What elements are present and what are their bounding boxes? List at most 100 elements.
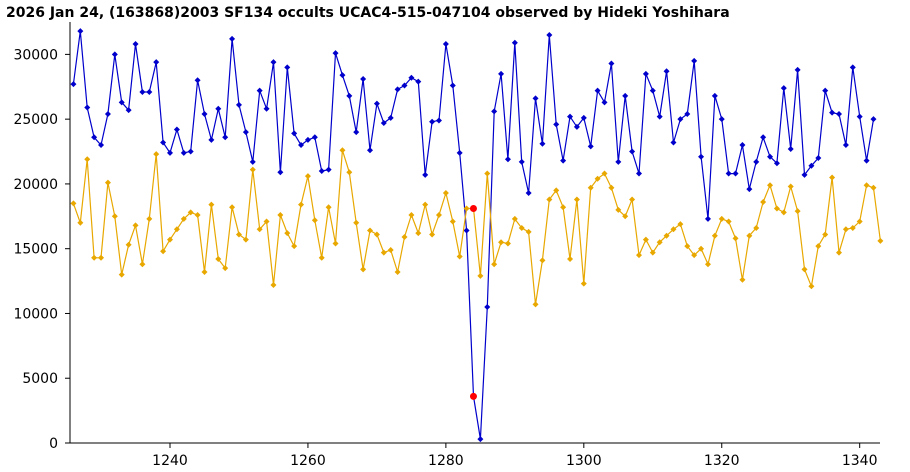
series-2-point — [622, 213, 629, 220]
series-2-point — [822, 231, 829, 238]
series-2-point — [256, 226, 263, 233]
series-1-point — [435, 117, 442, 124]
y-axis: 0 5000 10000 15000 20000 25000 30000 — [13, 22, 71, 452]
series-1-point — [194, 77, 201, 84]
series-1-point — [670, 139, 677, 146]
series-1-point — [298, 142, 305, 149]
series-1-point — [353, 129, 360, 136]
series-2-point — [698, 245, 705, 252]
series-1-point — [580, 114, 587, 121]
series-2-point — [291, 243, 298, 250]
series-2-point — [394, 269, 401, 276]
series-2-point — [691, 252, 698, 259]
series-2-point — [815, 243, 822, 250]
series-2-point — [442, 189, 449, 196]
series-2-point — [725, 218, 732, 225]
highlight-point — [469, 205, 477, 213]
series-2-point — [704, 261, 711, 268]
series-2-point — [325, 204, 332, 211]
series-1-point — [725, 170, 732, 177]
series-1-point — [346, 92, 353, 99]
series-1-point — [567, 113, 574, 120]
series-2-point — [332, 240, 339, 247]
highlight-point — [469, 392, 477, 400]
series-2-point — [829, 174, 836, 181]
series-2-point — [125, 241, 132, 248]
series-2-point — [753, 224, 760, 231]
series-2-point — [801, 266, 808, 273]
series-1-point — [339, 72, 346, 79]
series-2-point — [677, 221, 684, 228]
series-2-point — [429, 231, 436, 238]
series-1-point — [711, 92, 718, 99]
series-1-point — [235, 101, 242, 108]
series-1-point — [801, 171, 808, 178]
series-1-point — [718, 116, 725, 123]
series-1-point — [229, 35, 236, 42]
series-1-point — [787, 145, 794, 152]
series-layer — [70, 28, 884, 443]
series-1-point — [367, 147, 374, 154]
series-2-point — [615, 206, 622, 213]
series-1-point — [518, 158, 525, 165]
x-tick-label: 1300 — [566, 453, 602, 469]
series-2-point — [670, 226, 677, 233]
series-2-point — [780, 209, 787, 216]
series-1-point — [180, 149, 187, 156]
series-1-point — [401, 82, 408, 89]
series-2-point — [560, 204, 567, 211]
series-2-point — [601, 170, 608, 177]
series-1-point — [663, 68, 670, 75]
series-2-point — [387, 246, 394, 253]
series-2-point — [835, 249, 842, 256]
series-2-point — [401, 234, 408, 241]
series-2-point — [104, 179, 111, 186]
series-2-point — [629, 196, 636, 203]
series-1-point — [463, 227, 470, 234]
series-1-point — [187, 148, 194, 155]
series-2-point — [456, 253, 463, 260]
series-2-point — [318, 254, 325, 261]
series-2-point — [787, 183, 794, 190]
series-2-point — [767, 182, 774, 189]
series-2-point — [77, 219, 84, 226]
series-2-point — [422, 201, 429, 208]
series-1-point — [270, 59, 277, 66]
series-1-point — [256, 87, 263, 94]
x-tick-label: 1260 — [290, 453, 326, 469]
series-2-point — [449, 218, 456, 225]
series-2-point — [863, 182, 870, 189]
series-2-point — [642, 236, 649, 243]
series-2-point — [180, 215, 187, 222]
series-1-line — [72, 31, 875, 440]
series-1-point — [870, 116, 877, 123]
series-2-point — [877, 237, 884, 244]
series-2-point — [277, 212, 284, 219]
series-2-point — [229, 204, 236, 211]
series-2-point — [222, 265, 229, 272]
series-2-point — [539, 257, 546, 264]
series-2-point — [484, 170, 491, 177]
series-1-point — [780, 85, 787, 92]
y-tick-label: 15000 — [13, 242, 58, 258]
series-1-point — [104, 110, 111, 117]
series-1 — [70, 28, 877, 443]
series-2-point — [160, 248, 167, 255]
series-2-point — [567, 256, 574, 263]
series-1-point — [84, 104, 91, 111]
series-2-point — [360, 266, 367, 273]
series-1-point — [822, 87, 829, 94]
series-2-point — [635, 252, 642, 259]
series-2-point — [580, 280, 587, 287]
series-1-point — [767, 153, 774, 160]
series-1-point — [125, 107, 132, 114]
series-2-point — [194, 212, 201, 219]
series-1-point — [249, 158, 256, 165]
series-2-point — [84, 156, 91, 163]
series-2-point — [608, 184, 615, 191]
series-2-point — [525, 228, 532, 235]
series-2-point — [339, 147, 346, 154]
series-2-point — [870, 184, 877, 191]
series-1-point — [835, 110, 842, 117]
